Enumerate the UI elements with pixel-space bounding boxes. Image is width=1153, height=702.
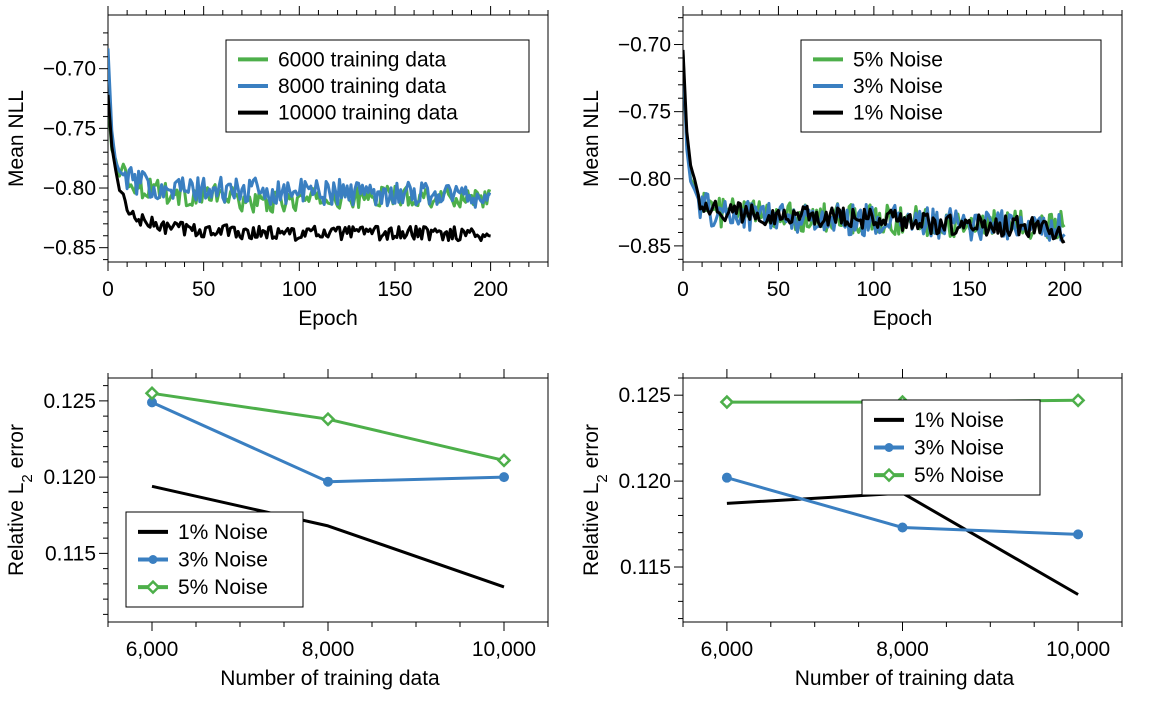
- x-tick-label: 8,000: [302, 638, 355, 661]
- legend: 1% Noise 3% Noise 5% Noise: [125, 511, 304, 608]
- x-tick-label: 0: [102, 278, 114, 301]
- series-marker-diamond: [719, 394, 735, 410]
- legend-label: 6000 training data: [278, 48, 446, 71]
- x-tick-label: 10,000: [1046, 638, 1110, 661]
- y-tick-label: 0.125: [43, 390, 96, 413]
- x-tick-label: 6,000: [701, 638, 754, 661]
- legend-label: 5% Noise: [914, 464, 1004, 487]
- y-axis-title-main: Relative L: [5, 483, 28, 576]
- y-tick-label: 0.125: [618, 384, 671, 407]
- legend-label: 3% Noise: [853, 75, 943, 98]
- series-line-1: [726, 491, 1079, 596]
- x-tick-label: 8,000: [876, 638, 929, 661]
- x-tick-label: 100: [856, 278, 891, 301]
- x-axis-title: Number of training data: [220, 667, 440, 690]
- y-tick-label: −0.75: [43, 117, 96, 140]
- y-axis-title: Mean NLL: [5, 90, 28, 187]
- x-tick-label: 200: [1047, 278, 1082, 301]
- series-line-3: [108, 94, 491, 243]
- y-tick-label: 0.120: [618, 470, 671, 493]
- x-axis-title: Epoch: [873, 307, 933, 330]
- series-group: [108, 48, 492, 243]
- chart-panel-3: 6,000 8,000 10,000 0.115 0.120 0.125 Number of…: [5, 369, 549, 690]
- legend-swatch-marker: [148, 555, 158, 564]
- x-tick-label: 100: [282, 278, 317, 301]
- series-marker-circle: [499, 472, 509, 483]
- series-line-2: [108, 48, 492, 209]
- legend-swatch-marker: [145, 579, 161, 595]
- y-axis-title: Mean NLL: [580, 90, 603, 187]
- y-axis-title-tail: error: [5, 424, 28, 474]
- legend-swatch-marker: [884, 443, 894, 452]
- legend-label: 10000 training data: [278, 102, 458, 125]
- x-axis-title: Number of training data: [795, 667, 1015, 690]
- chart-panel-1: 0 50 100 150 200 −0.70 −0.75 −0.80 −0.85 Epoch Mea…: [5, 6, 549, 330]
- y-tick-label: −0.85: [43, 237, 96, 260]
- y-tick-label: 0.120: [43, 466, 96, 489]
- y-tick-label: −0.80: [618, 168, 671, 191]
- y-axis-title: Relative L2 error: [5, 424, 36, 576]
- legend: 5% Noise 3% Noise 1% Noise: [800, 39, 1102, 133]
- y-tick-label: −0.75: [618, 101, 671, 124]
- legend-label: 8000 training data: [278, 75, 446, 98]
- legend-label: 1% Noise: [178, 521, 268, 544]
- y-tick-label: −0.70: [618, 34, 671, 57]
- series-marker-circle: [323, 476, 333, 487]
- series-marker-diamond: [320, 411, 336, 427]
- x-tick-label: 0: [677, 278, 689, 301]
- series-marker-circle: [1073, 529, 1084, 540]
- x-axis-title: Epoch: [298, 307, 358, 330]
- y-tick-label: 0.115: [620, 556, 671, 579]
- y-axis-title-tail: error: [580, 424, 603, 474]
- y-axis-title: Relative L2 error: [580, 424, 611, 576]
- series-marker-diamond: [496, 453, 512, 468]
- plot-frame: [107, 14, 549, 263]
- series-group: [683, 49, 1066, 244]
- legend-label: 3% Noise: [178, 549, 268, 572]
- x-tick-label: 150: [377, 278, 412, 301]
- y-axis-title-sub: 2: [19, 474, 36, 482]
- x-tick-label: 10,000: [472, 638, 536, 661]
- legend-label: 1% Noise: [853, 102, 943, 125]
- x-tick-label: 6,000: [126, 638, 179, 661]
- legend-label: 5% Noise: [178, 576, 268, 599]
- x-tick-label: 150: [952, 278, 987, 301]
- legend-label: 1% Noise: [914, 409, 1004, 432]
- legend-box: [225, 39, 530, 133]
- series-marker-circle: [897, 522, 908, 533]
- x-tick-label: 200: [473, 278, 508, 301]
- y-tick-label: −0.80: [43, 177, 96, 200]
- legend: 1% Noise 3% Noise 5% Noise: [861, 399, 1041, 496]
- series-line-3: [683, 49, 1066, 244]
- series-marker-circle: [721, 472, 732, 483]
- series-line-1: [151, 484, 505, 589]
- x-tick-label: 50: [767, 278, 790, 301]
- legend-label: 3% Noise: [914, 437, 1004, 460]
- legend-label: 5% Noise: [853, 48, 943, 71]
- legend-swatch-marker: [881, 467, 897, 483]
- series-marker-diamond: [144, 385, 160, 401]
- series-marker-diamond: [1070, 393, 1086, 408]
- x-tick-label: 50: [192, 278, 215, 301]
- y-tick-label: −0.85: [618, 235, 671, 258]
- y-axis-title-sub: 2: [594, 474, 611, 482]
- y-tick-label: 0.115: [45, 542, 96, 565]
- chart-panel-2: 0 50 100 150 200 −0.70 −0.75 −0.80 −0.85 Epoch Mea…: [580, 6, 1123, 330]
- legend-box: [800, 39, 1102, 133]
- legend: 6000 training data 8000 training data 1000…: [225, 39, 530, 133]
- chart-panel-4: 6,000 8,000 10,000 0.115 0.120 0.125 Number of…: [580, 369, 1123, 690]
- y-axis-title-main: Relative L: [580, 483, 603, 576]
- y-tick-label: −0.70: [43, 58, 96, 81]
